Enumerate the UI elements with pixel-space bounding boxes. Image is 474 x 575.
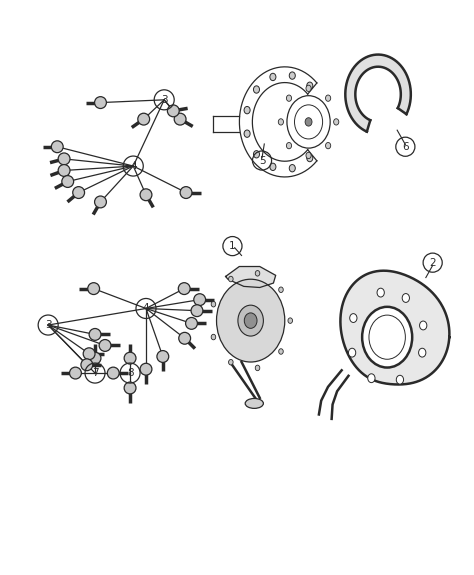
Circle shape	[306, 152, 311, 159]
Text: 4: 4	[143, 304, 149, 313]
Circle shape	[228, 359, 233, 365]
Text: 7: 7	[91, 368, 98, 378]
Text: 3: 3	[161, 95, 167, 105]
Circle shape	[211, 301, 216, 307]
Ellipse shape	[186, 317, 197, 329]
Circle shape	[402, 294, 410, 302]
Ellipse shape	[70, 367, 82, 379]
Circle shape	[279, 287, 283, 293]
Circle shape	[279, 348, 283, 354]
Circle shape	[254, 151, 259, 158]
Ellipse shape	[178, 283, 190, 294]
Circle shape	[326, 95, 331, 101]
Ellipse shape	[58, 153, 70, 165]
Circle shape	[396, 375, 403, 384]
Ellipse shape	[140, 189, 152, 201]
Text: 3: 3	[45, 320, 52, 330]
Circle shape	[362, 307, 412, 367]
Ellipse shape	[58, 164, 70, 177]
Ellipse shape	[124, 382, 136, 394]
Circle shape	[270, 163, 276, 171]
Circle shape	[306, 85, 311, 91]
Circle shape	[289, 164, 295, 172]
Ellipse shape	[89, 328, 101, 340]
Circle shape	[289, 72, 295, 79]
Ellipse shape	[89, 352, 101, 364]
Ellipse shape	[167, 105, 179, 117]
Ellipse shape	[95, 97, 106, 109]
Ellipse shape	[83, 348, 95, 359]
Circle shape	[255, 365, 260, 371]
Circle shape	[348, 348, 356, 357]
Text: 5: 5	[259, 156, 265, 166]
Circle shape	[255, 271, 260, 276]
Ellipse shape	[180, 187, 192, 198]
Text: 4: 4	[130, 161, 137, 171]
Circle shape	[419, 348, 426, 357]
Circle shape	[244, 106, 250, 114]
Circle shape	[286, 143, 292, 149]
Ellipse shape	[99, 340, 111, 351]
Circle shape	[334, 119, 339, 125]
Circle shape	[278, 119, 283, 125]
Ellipse shape	[245, 398, 264, 408]
Ellipse shape	[194, 294, 206, 305]
Ellipse shape	[107, 367, 119, 379]
Circle shape	[211, 334, 216, 340]
Ellipse shape	[191, 305, 203, 317]
Ellipse shape	[62, 175, 73, 187]
Ellipse shape	[174, 113, 186, 125]
Circle shape	[350, 313, 357, 323]
Circle shape	[286, 95, 292, 101]
Ellipse shape	[140, 363, 152, 375]
Ellipse shape	[51, 141, 63, 152]
Circle shape	[368, 374, 375, 382]
Ellipse shape	[179, 332, 191, 344]
Circle shape	[326, 143, 331, 149]
Ellipse shape	[95, 196, 106, 208]
Polygon shape	[340, 271, 449, 385]
Ellipse shape	[73, 187, 84, 198]
Circle shape	[305, 118, 312, 126]
Text: 1: 1	[229, 241, 236, 251]
Ellipse shape	[81, 359, 93, 371]
Ellipse shape	[124, 352, 136, 364]
Circle shape	[419, 321, 427, 330]
Circle shape	[244, 313, 257, 328]
Polygon shape	[226, 267, 276, 288]
Circle shape	[228, 276, 233, 282]
Circle shape	[270, 73, 276, 81]
Ellipse shape	[138, 113, 150, 125]
Text: 8: 8	[127, 368, 133, 378]
Circle shape	[238, 305, 264, 336]
Circle shape	[377, 288, 384, 297]
Circle shape	[217, 279, 285, 362]
Circle shape	[254, 86, 259, 93]
Polygon shape	[345, 55, 411, 132]
Text: 6: 6	[402, 142, 409, 152]
Text: 2: 2	[429, 258, 436, 267]
Circle shape	[307, 154, 313, 162]
Circle shape	[307, 82, 313, 90]
Circle shape	[288, 318, 292, 323]
Circle shape	[244, 130, 250, 137]
Ellipse shape	[157, 351, 169, 362]
Ellipse shape	[88, 283, 100, 294]
